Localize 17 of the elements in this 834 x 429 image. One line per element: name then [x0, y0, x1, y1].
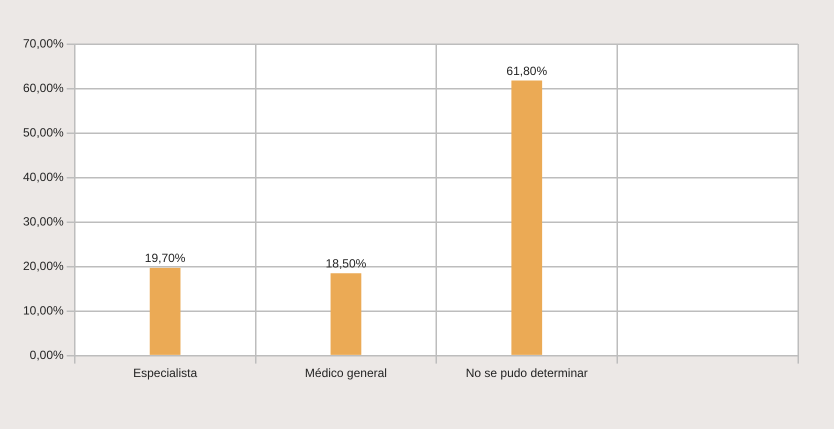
y-tick-label: 20,00% — [22, 258, 64, 273]
data-label: 18,50% — [326, 256, 367, 271]
bar — [330, 273, 362, 355]
y-tick-label: 60,00% — [22, 80, 64, 95]
bar — [150, 268, 180, 355]
y-tick-label: 70,00% — [22, 36, 64, 50]
y-tick-label: 50,00% — [22, 125, 64, 140]
y-tick-label: 10,00% — [22, 303, 64, 318]
data-label: 19,70% — [144, 251, 186, 266]
data-label: 61,80% — [506, 64, 548, 78]
x-tick-label: No se pudo determinar — [466, 366, 588, 380]
x-tick-label: Especialista — [133, 366, 198, 380]
y-tick-label: 40,00% — [22, 170, 64, 184]
bar — [511, 80, 542, 355]
y-tick-label: 30,00% — [22, 214, 64, 228]
y-tick-label: 0,00% — [30, 348, 64, 362]
x-tick-label: Médico general — [304, 366, 387, 380]
